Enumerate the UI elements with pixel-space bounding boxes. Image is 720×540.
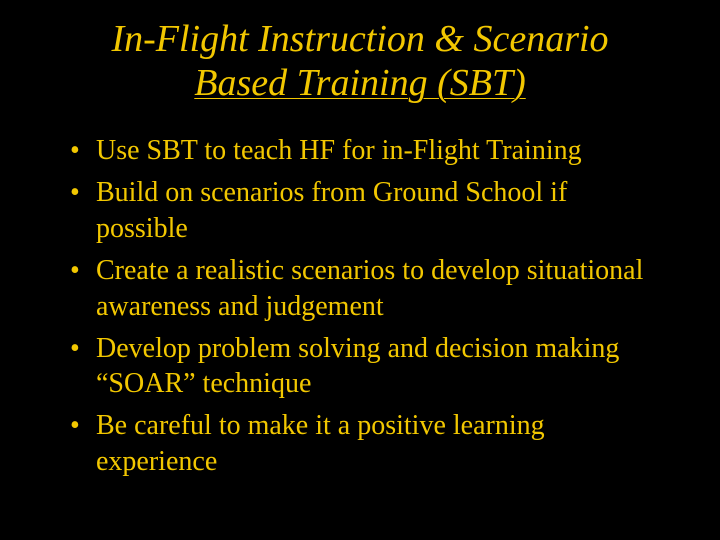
bullet-item: Build on scenarios from Ground School if… bbox=[96, 175, 666, 247]
title-line-2: Based Training (SBT) bbox=[194, 62, 525, 104]
bullet-item: Create a realistic scenarios to develop … bbox=[96, 253, 666, 325]
slide-title: In-Flight Instruction & Scenario Based T… bbox=[54, 18, 666, 105]
slide: In-Flight Instruction & Scenario Based T… bbox=[0, 0, 720, 540]
title-line-1: In-Flight Instruction & Scenario bbox=[111, 18, 608, 60]
bullet-item: Develop problem solving and decision mak… bbox=[96, 331, 666, 403]
bullet-list: Use SBT to teach HF for in-Flight Traini… bbox=[54, 133, 666, 479]
bullet-item: Use SBT to teach HF for in-Flight Traini… bbox=[96, 133, 666, 169]
bullet-item: Be careful to make it a positive learnin… bbox=[96, 408, 666, 480]
